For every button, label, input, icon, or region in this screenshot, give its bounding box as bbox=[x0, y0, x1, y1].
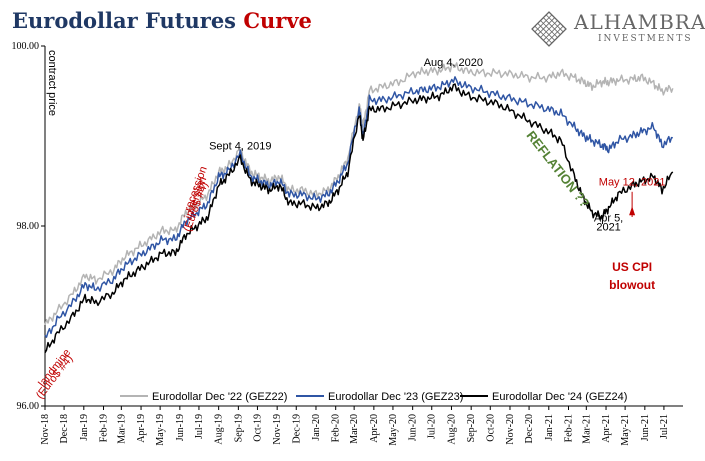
annotation-8: blowout bbox=[609, 278, 655, 292]
cpi-arrow-head bbox=[629, 206, 636, 216]
x-tick-label: Aug-19 bbox=[214, 414, 225, 445]
x-tick-label: Jun-20 bbox=[408, 414, 419, 441]
y-axis-label: contract price bbox=[46, 50, 58, 116]
x-tick-label: Jan-19 bbox=[79, 414, 90, 441]
logo-subtitle: INVESTMENTS bbox=[598, 34, 693, 44]
x-tick-label: Jul-21 bbox=[659, 414, 670, 439]
x-tick-label: Feb-20 bbox=[331, 414, 342, 442]
x-tick-label: Jan-21 bbox=[544, 414, 555, 441]
x-tick-label: Dec-20 bbox=[524, 414, 535, 443]
x-tick-label: Mar-20 bbox=[349, 414, 360, 444]
annotation-4: 2021 bbox=[596, 222, 620, 234]
x-tick-label: May-20 bbox=[388, 414, 399, 446]
x-tick-label: Apr-20 bbox=[369, 414, 380, 443]
title-accent: Curve bbox=[243, 8, 312, 33]
series-line-3 bbox=[44, 83, 674, 354]
y-tick-label: 100.00 bbox=[12, 41, 40, 52]
annotation-2: Sept 4, 2019 bbox=[209, 141, 271, 153]
legend-label-2: Eurodollar Dec '23 (GEZ23) bbox=[328, 391, 463, 403]
x-tick-label: May-21 bbox=[620, 414, 631, 446]
annotation-6: May 12, 2021 bbox=[599, 177, 666, 189]
diamond-logo-icon bbox=[531, 11, 567, 47]
x-tick-label: Feb-19 bbox=[99, 414, 110, 442]
x-tick-label: Apr-19 bbox=[136, 414, 147, 443]
x-tick-label: Dec-19 bbox=[291, 414, 302, 443]
chart-title: Eurodollar Futures Curve bbox=[12, 8, 312, 33]
x-tick-label: Jul-19 bbox=[194, 414, 205, 439]
x-tick-label: Mar-19 bbox=[116, 414, 127, 444]
x-tick-label: Nov-19 bbox=[272, 414, 283, 445]
x-tick-label: Apr-21 bbox=[601, 414, 612, 443]
x-tick-label: Nov-20 bbox=[505, 414, 516, 445]
x-tick-label: May-19 bbox=[155, 414, 166, 446]
x-tick-label: Jun-19 bbox=[175, 414, 186, 441]
x-tick-label: Jul-20 bbox=[427, 414, 438, 439]
x-tick-label: Oct-19 bbox=[252, 414, 263, 442]
x-tick-label: Sep-20 bbox=[466, 414, 477, 442]
annotation-3: Apr 5, bbox=[594, 213, 623, 225]
series-line-2 bbox=[44, 76, 673, 338]
x-tick-label: Jan-20 bbox=[311, 414, 322, 441]
x-tick-label: Aug-20 bbox=[446, 414, 457, 445]
x-tick-label: Oct-20 bbox=[485, 414, 496, 442]
legend-label-1: Eurodollar Dec '22 (GEZ22) bbox=[152, 391, 287, 403]
annotation-1: Aug 4, 2020 bbox=[424, 57, 483, 69]
x-tick-label: Mar-21 bbox=[581, 414, 592, 444]
title-main: Eurodollar Futures bbox=[12, 8, 236, 33]
x-tick-label: Dec-18 bbox=[59, 414, 70, 443]
logo-name: ALHAMBRA bbox=[574, 10, 705, 34]
annotation-7: US CPI bbox=[612, 260, 652, 274]
x-tick-label: Sep-19 bbox=[233, 414, 244, 442]
x-tick-label: Nov-18 bbox=[40, 414, 51, 445]
alhambra-logo: ALHAMBRA INVESTMENTS bbox=[528, 8, 705, 50]
x-tick-label: Jun-21 bbox=[640, 414, 651, 441]
x-tick-label: Feb-21 bbox=[564, 414, 575, 442]
y-tick-label: 96.00 bbox=[17, 401, 40, 412]
y-tick-label: 98.00 bbox=[17, 221, 40, 232]
legend-label-3: Eurodollar Dec '24 (GEZ24) bbox=[492, 391, 627, 403]
